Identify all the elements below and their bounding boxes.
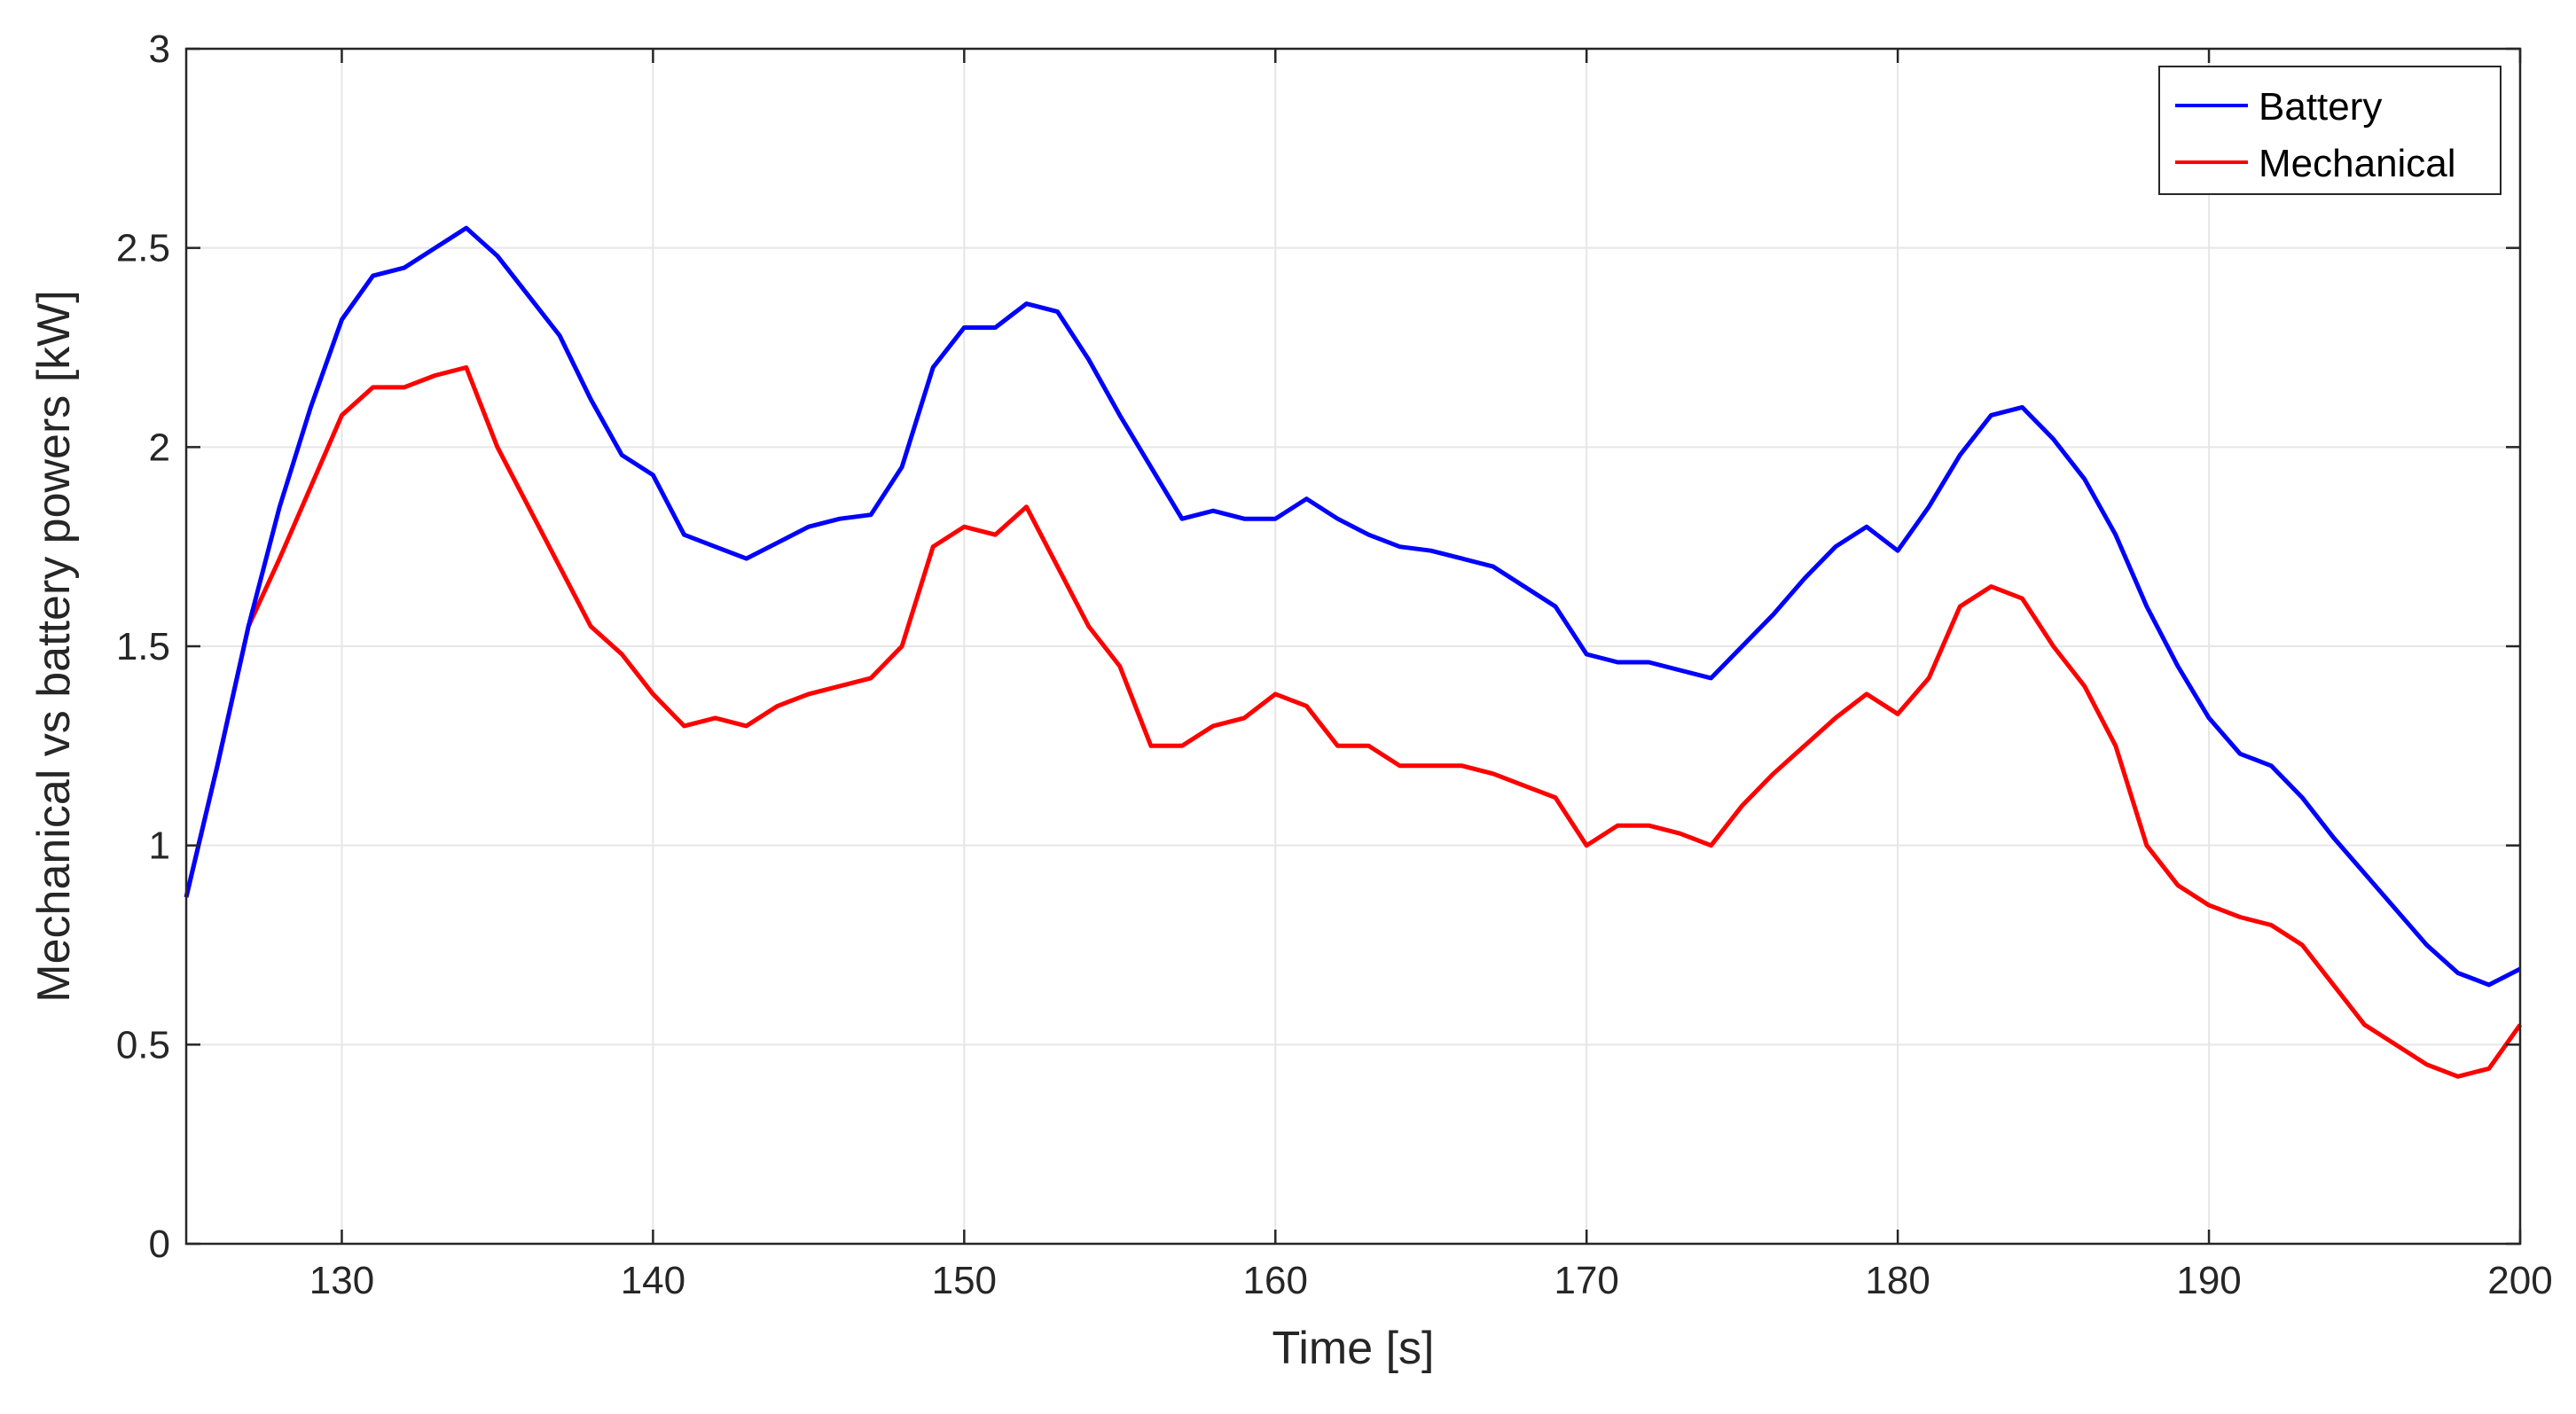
y-axis-label: Mechanical vs battery powers [kW] [28,290,80,1002]
y-tick-label: 1.5 [116,625,170,668]
x-tick-label: 200 [2487,1259,2552,1302]
x-tick-label: 140 [621,1259,685,1302]
legend-label-mechanical: Mechanical [2259,142,2456,185]
x-tick-label: 190 [2176,1259,2241,1302]
y-tick-label: 0.5 [116,1023,170,1066]
legend-label-battery: Battery [2259,85,2382,129]
axis-ticks: 130 140 150 160 170 180 190 200 0 0.5 1 1.5 2 2.5 3 [116,27,2553,1302]
legend: Battery Mechanical [2158,66,2502,195]
y-tick-label: 3 [149,27,170,71]
y-tick-label: 1 [149,824,170,868]
series-lines [184,225,2523,1079]
x-tick-label: 130 [309,1259,374,1302]
series-line-battery [184,225,2522,988]
x-axis-label: Time [s] [1272,1323,1435,1374]
y-tick-label: 2.5 [116,227,170,270]
x-tick-label: 180 [1865,1259,1930,1302]
legend-box [2158,66,2502,195]
grid [186,48,2521,1245]
y-tick-label: 2 [149,426,170,469]
x-tick-label: 170 [1554,1259,1618,1302]
x-tick-label: 160 [1243,1259,1308,1302]
series-line-mechanical [184,365,2523,1079]
x-tick-label: 150 [932,1259,997,1302]
y-tick-label: 0 [149,1223,170,1266]
